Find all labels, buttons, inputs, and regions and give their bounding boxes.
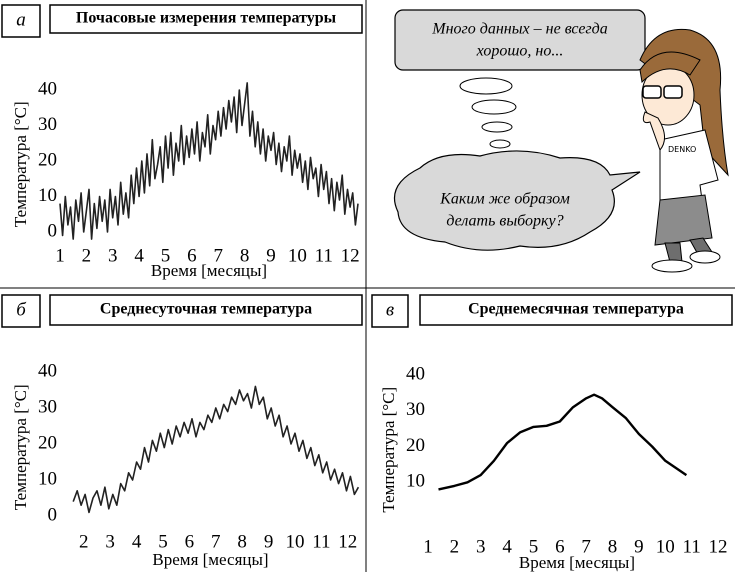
x-tick-label: 10 (285, 531, 304, 552)
x-tick-label: 1 (423, 536, 433, 557)
x-tick-label: 12 (708, 536, 727, 557)
shoe (652, 260, 692, 272)
panel-label: б (16, 299, 27, 320)
x-axis-label: Время [месяцы] (151, 261, 267, 280)
x-tick-label: 4 (502, 536, 512, 557)
panel-label: а (16, 9, 26, 30)
y-tick-label: 20 (38, 432, 57, 453)
shoe (690, 251, 720, 263)
x-tick-label: 11 (315, 245, 333, 266)
panel-label: в (386, 299, 394, 320)
x-tick-label: 3 (108, 245, 118, 266)
thought-dot (482, 122, 512, 132)
speech-text: делать выборку? (446, 213, 563, 230)
x-axis-label: Время [месяцы] (519, 553, 635, 572)
x-tick-label: 11 (682, 536, 700, 557)
x-tick-label: 9 (266, 245, 276, 266)
y-tick-label: 40 (38, 360, 57, 381)
y-axis-label: Температура [°C] (11, 384, 30, 510)
y-tick-label: 10 (38, 468, 57, 489)
glasses (643, 86, 661, 98)
x-tick-label: 10 (656, 536, 675, 557)
data-line (73, 386, 358, 512)
x-tick-label: 2 (450, 536, 460, 557)
x-tick-label: 12 (341, 245, 360, 266)
cartoon: Много данных – не всегда хорошо, но... К… (394, 10, 728, 272)
y-tick-label: 0 (48, 220, 58, 241)
x-tick-label: 3 (105, 531, 115, 552)
thought-text: хорошо, но... (476, 43, 564, 60)
x-tick-label: 1 (55, 245, 65, 266)
figure: а Почасовые измерения температуры б Сред… (0, 0, 735, 572)
thought-box (395, 10, 645, 70)
thought-dot (460, 78, 512, 94)
y-axis-label: Температура [°C] (11, 101, 30, 227)
x-tick-label: 12 (338, 531, 357, 552)
thought-text: Много данных – не всегда (431, 21, 608, 38)
y-tick-label: 40 (38, 78, 57, 99)
y-tick-label: 30 (406, 399, 425, 420)
x-tick-label: 10 (288, 245, 307, 266)
chart-title: Среднемесячная температура (468, 301, 684, 318)
data-line (439, 395, 687, 490)
y-tick-label: 40 (406, 363, 425, 384)
x-tick-label: 4 (132, 531, 142, 552)
x-tick-label: 11 (312, 531, 330, 552)
x-tick-label: 2 (82, 245, 92, 266)
y-tick-label: 30 (38, 114, 57, 135)
skirt (655, 195, 712, 245)
x-tick-label: 4 (134, 245, 144, 266)
x-tick-label: 3 (476, 536, 486, 557)
x-tick-label: 2 (79, 531, 89, 552)
shirt-logo: DENKO (668, 145, 696, 154)
glasses (664, 86, 682, 98)
y-tick-label: 20 (406, 435, 425, 456)
y-tick-label: 20 (38, 149, 57, 170)
thought-dot (472, 100, 516, 114)
x-tick-label: 9 (634, 536, 644, 557)
chart-title: Среднесуточная температура (100, 301, 312, 318)
y-tick-label: 30 (38, 396, 57, 417)
y-tick-label: 0 (48, 504, 58, 525)
y-tick-label: 10 (406, 471, 425, 492)
x-axis-label: Время [месяцы] (152, 550, 268, 569)
speech-text: Каким же образом (439, 191, 570, 208)
chart-title: Почасовые измерения температуры (76, 10, 337, 27)
thought-dot (490, 140, 510, 148)
y-axis-label: Температура [°C] (379, 387, 398, 513)
y-tick-label: 10 (38, 185, 57, 206)
data-line (60, 83, 358, 239)
